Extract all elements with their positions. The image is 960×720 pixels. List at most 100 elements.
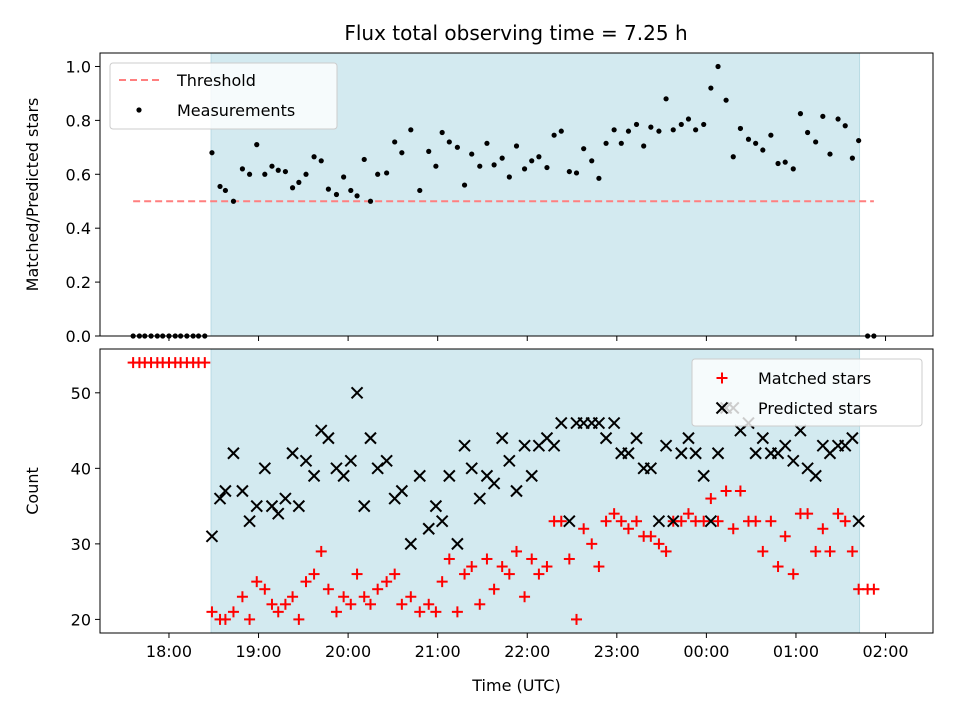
bottom-point-0-31 — [338, 591, 350, 603]
bottom-point-0-95 — [817, 523, 829, 535]
bottom-point-0-27 — [308, 568, 320, 580]
top-point-0-14 — [217, 183, 223, 190]
bottom-point-1-36-b — [473, 492, 486, 505]
bottom-xtick-label-6: 00:00 — [683, 642, 729, 661]
bottom-point-1-32 — [443, 469, 456, 483]
bottom-point-1-20 — [350, 386, 364, 400]
top-point-0-49 — [477, 163, 483, 169]
bottom-point-1-36 — [473, 492, 486, 505]
bottom-point-1-62-b — [667, 515, 680, 528]
bottom-point-1-53 — [599, 431, 613, 445]
bottom-point-0-15 — [219, 613, 231, 625]
bottom-point-1-33 — [451, 537, 464, 551]
bottom-point-1-47-b — [555, 416, 568, 430]
bottom-point-0-21 — [266, 598, 278, 610]
top-point-0-48 — [469, 151, 475, 157]
top-point-0-67 — [611, 127, 617, 133]
top-point-0-85 — [745, 136, 752, 142]
top-point-0-71 — [641, 143, 647, 149]
bottom-point-1-60-b — [652, 515, 666, 528]
bottom-point-1-34 — [458, 439, 471, 452]
bottom-ylabel: Count — [23, 467, 42, 515]
bottom-point-1-54 — [607, 416, 621, 430]
top-point-0-47 — [461, 182, 468, 188]
bottom-point-0-76 — [675, 515, 687, 527]
top-point-0-60 — [558, 128, 564, 134]
bottom-ytick-label-0: 20 — [71, 610, 91, 629]
bottom-point-1-29 — [422, 522, 435, 535]
bottom-point-0-26 — [300, 576, 312, 588]
bottom-xtick-label-4: 22:00 — [504, 642, 550, 661]
bottom-point-0-62 — [571, 613, 583, 625]
bottom-point-1-57-b — [630, 431, 643, 445]
top-point-0-98 — [842, 123, 848, 129]
top-legend-measurements-swatch — [136, 107, 142, 113]
bottom-legend-label-0: Matched stars — [758, 369, 871, 388]
bottom-point-0-49 — [474, 598, 486, 610]
bottom-point-1-30-b — [429, 499, 443, 513]
bottom-legend: Matched stars Predicted stars — [691, 358, 923, 427]
bottom-point-1-48 — [563, 515, 576, 528]
bottom-point-1-32-b — [443, 469, 456, 483]
top-legend-box — [109, 62, 338, 130]
bottom-point-1-78-b — [787, 454, 800, 467]
bottom-point-0-18 — [244, 613, 256, 625]
top-point-0-72 — [648, 124, 654, 130]
top-point-0-38 — [392, 139, 398, 145]
top-point-0-24 — [289, 185, 296, 191]
bottom-point-1-65 — [689, 447, 702, 460]
bottom-point-1-45-b — [540, 431, 554, 445]
bottom-point-0-51 — [488, 583, 500, 595]
top-point-0-80 — [708, 85, 714, 91]
bottom-point-1-40-b — [503, 454, 516, 467]
top-point-0-91 — [790, 166, 796, 172]
top-point-0-70 — [633, 121, 640, 128]
top-point-0-96 — [827, 151, 833, 157]
top-point-0-16 — [230, 198, 237, 204]
top-point-0-61 — [566, 168, 572, 175]
bottom-point-1-68-b — [711, 447, 725, 460]
bottom-point-1-35 — [465, 462, 478, 475]
bottom-point-0-47 — [459, 568, 471, 580]
top-ytick-label-0: 0.0 — [66, 327, 91, 346]
top-legend: Threshold Measurements — [109, 62, 338, 130]
top-point-0-94 — [813, 139, 819, 145]
bottom-point-0-102 — [868, 583, 880, 595]
bottom-point-0-80 — [705, 493, 717, 505]
bottom-point-1-37-b — [480, 469, 494, 483]
bottom-point-0-42 — [423, 598, 435, 610]
bottom-point-0-72 — [645, 530, 657, 542]
bottom-point-0-81 — [712, 515, 724, 527]
bottom-point-0-30 — [330, 606, 342, 618]
bottom-point-1-46 — [547, 439, 561, 452]
top-point-0-78 — [693, 127, 699, 133]
bottom-point-0-63 — [578, 523, 590, 535]
bottom-point-1-78 — [787, 454, 800, 467]
top-point-0-27 — [311, 154, 317, 160]
bottom-point-1-7-b — [258, 462, 272, 475]
bottom-point-1-43-b — [525, 469, 538, 483]
bottom-point-1-5 — [243, 515, 256, 528]
top-point-0-92 — [797, 111, 804, 117]
bottom-point-1-10 — [279, 492, 292, 505]
bottom-point-0-36 — [372, 583, 384, 595]
bottom-point-1-28-b — [413, 469, 426, 483]
bottom-point-0-64 — [586, 538, 598, 550]
bottom-point-1-80-b — [801, 462, 814, 475]
bottom-point-1-1 — [213, 492, 227, 505]
bottom-point-1-87-b — [852, 515, 865, 528]
top-point-0-84 — [737, 125, 744, 132]
bottom-series-matched-stars — [127, 357, 880, 625]
bottom-point-1-24 — [380, 454, 393, 467]
top-point-0-26 — [303, 171, 309, 177]
bottom-point-0-32 — [345, 598, 357, 610]
bottom-ytick-label-1: 30 — [71, 535, 91, 554]
bottom-point-1-54-b — [607, 416, 621, 430]
bottom-point-1-31-b — [435, 515, 449, 528]
bottom-point-1-0 — [205, 530, 219, 543]
top-point-0-73 — [656, 128, 662, 134]
top-point-0-54 — [513, 143, 520, 149]
top-point-0-99 — [849, 155, 855, 161]
bottom-point-1-26 — [395, 484, 409, 498]
top-series-measurements — [130, 63, 877, 339]
